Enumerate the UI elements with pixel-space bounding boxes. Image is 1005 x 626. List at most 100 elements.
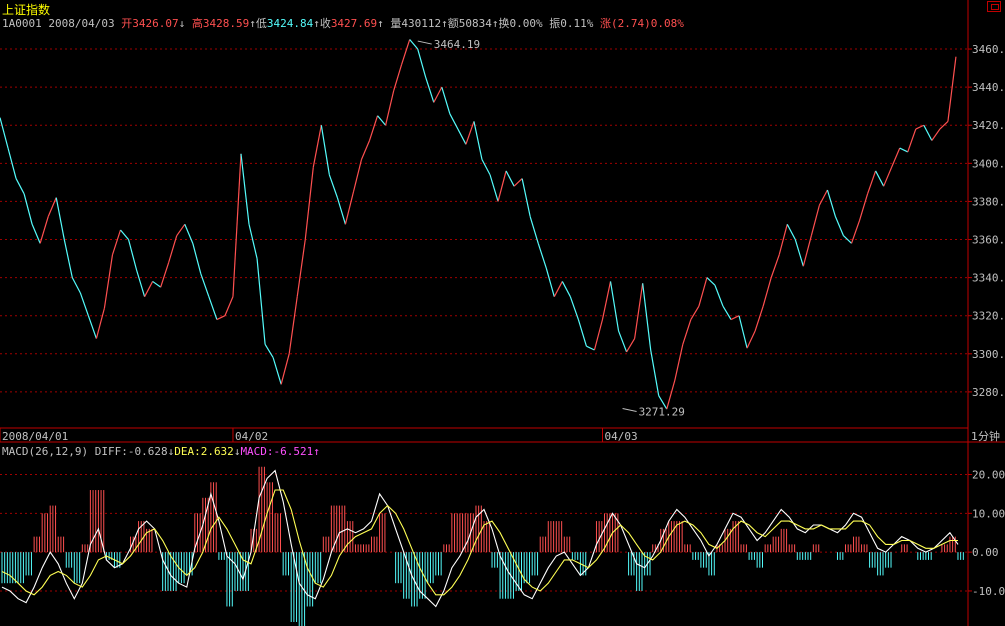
price-segment (577, 319, 587, 347)
price-segment (706, 277, 716, 286)
annotations: 3464.19 3271.29 (417, 38, 685, 418)
price-segment (786, 224, 796, 240)
price-segment (449, 113, 459, 130)
price-segment (328, 174, 338, 198)
macd-header: MACD(26,12,9) DIFF:-0.628↓DEA:2.632↓MACD… (2, 445, 320, 458)
volume-value: 430112 (401, 17, 442, 30)
price-segment (216, 315, 226, 321)
price-segment (336, 197, 347, 225)
price-segment (272, 357, 282, 385)
price-segment (658, 395, 668, 410)
price-segment (698, 277, 708, 307)
volume-label: 量 (390, 17, 402, 30)
down-arrow-icon: ↓ (167, 445, 175, 458)
price-segment (120, 229, 129, 240)
turnover-value: 0.00% (509, 17, 543, 30)
price-segment (834, 216, 845, 236)
price-segment (481, 159, 491, 176)
price-segment (818, 189, 828, 206)
price-segment (127, 239, 138, 271)
price-segment (762, 277, 772, 307)
price-segment (344, 191, 355, 225)
price-segment (746, 330, 756, 349)
price-line (0, 39, 957, 410)
price-segment (609, 281, 620, 332)
annotation-leader (417, 40, 432, 45)
y-tick-label: 3380.00 (972, 195, 1005, 208)
price-segment (569, 296, 579, 320)
y-tick-label: 3420.00 (972, 119, 1005, 132)
turnover-label: 换 (498, 17, 510, 30)
price-segment (144, 281, 154, 297)
price-segment (176, 223, 186, 237)
up-arrow-icon: ↑ (441, 17, 448, 30)
price-segment (7, 147, 17, 179)
price-segment (521, 178, 531, 217)
restore-window-icon[interactable] (987, 1, 1001, 12)
price-segment (312, 125, 322, 168)
price-segment (248, 224, 258, 259)
price-segment (232, 153, 242, 297)
price-segment (296, 239, 306, 297)
price-segment (810, 205, 820, 236)
y-tick-label: 3440.00 (972, 81, 1005, 94)
price-segment (23, 193, 33, 225)
price-segment (778, 224, 788, 255)
macd-y-tick-label: 20.00 (972, 469, 1005, 482)
price-segment (393, 64, 403, 92)
up-arrow-icon: ↑ (313, 445, 320, 458)
open-value: 3426.07 (132, 17, 179, 30)
price-segment (192, 243, 202, 274)
stock-code: 1A0001 (2, 17, 42, 30)
amount-label: 额 (447, 17, 459, 30)
macd-indicator-label[interactable]: MACD(26,12,9) (2, 445, 89, 458)
price-segment (899, 147, 909, 153)
price-segment (545, 267, 555, 297)
down-arrow-icon: ↓ (178, 17, 186, 30)
y-tick-label: 3360.00 (972, 234, 1005, 247)
price-segment (915, 124, 925, 130)
price-segment (826, 189, 837, 217)
price-segment (425, 77, 435, 103)
price-segment (0, 117, 9, 149)
price-segment (730, 315, 740, 321)
up-arrow-icon: ↑ (313, 17, 320, 30)
price-segment (497, 170, 507, 202)
quote-date: 2008/04/03 (48, 17, 115, 30)
y-tick-label: 3300.00 (972, 348, 1005, 361)
price-segment (385, 90, 395, 126)
price-segment (200, 273, 210, 297)
price-segment (304, 167, 314, 240)
price-segment (280, 353, 290, 385)
macd-value: MACD:-6.521 (240, 445, 314, 458)
y-axis: 3460.00 3440.00 3420.00 3400.00 3380.00 3360.… (968, 43, 1005, 598)
price-segment (634, 283, 644, 339)
price-segment (168, 235, 178, 263)
open-label: 开 (121, 17, 133, 30)
price-segment (939, 120, 949, 130)
price-segment (401, 39, 411, 65)
annotation-label: 3271.29 (639, 405, 685, 418)
price-segment (561, 281, 571, 297)
y-tick-label: 3340.00 (972, 272, 1005, 285)
price-segment (417, 48, 427, 78)
price-segment (320, 125, 330, 175)
price-segment (770, 254, 780, 278)
price-segment (135, 269, 146, 297)
period-selector[interactable]: 1分钟 (971, 429, 1000, 443)
dea-value: DEA:2.632 (174, 445, 234, 458)
high-label: 高 (191, 17, 203, 30)
y-tick-label: 3460.00 (972, 43, 1005, 56)
price-segment (457, 128, 467, 145)
annotation-leader (622, 408, 637, 412)
price-segment (87, 315, 97, 339)
annotation-label: 3464.19 (434, 38, 480, 51)
price-segment (883, 166, 893, 187)
close-label: 收 (319, 17, 331, 30)
macd-lines (1, 469, 959, 608)
price-segment (489, 174, 499, 202)
change-label: 涨 (600, 17, 612, 30)
price-segment (947, 56, 957, 122)
price-segment (923, 124, 933, 141)
